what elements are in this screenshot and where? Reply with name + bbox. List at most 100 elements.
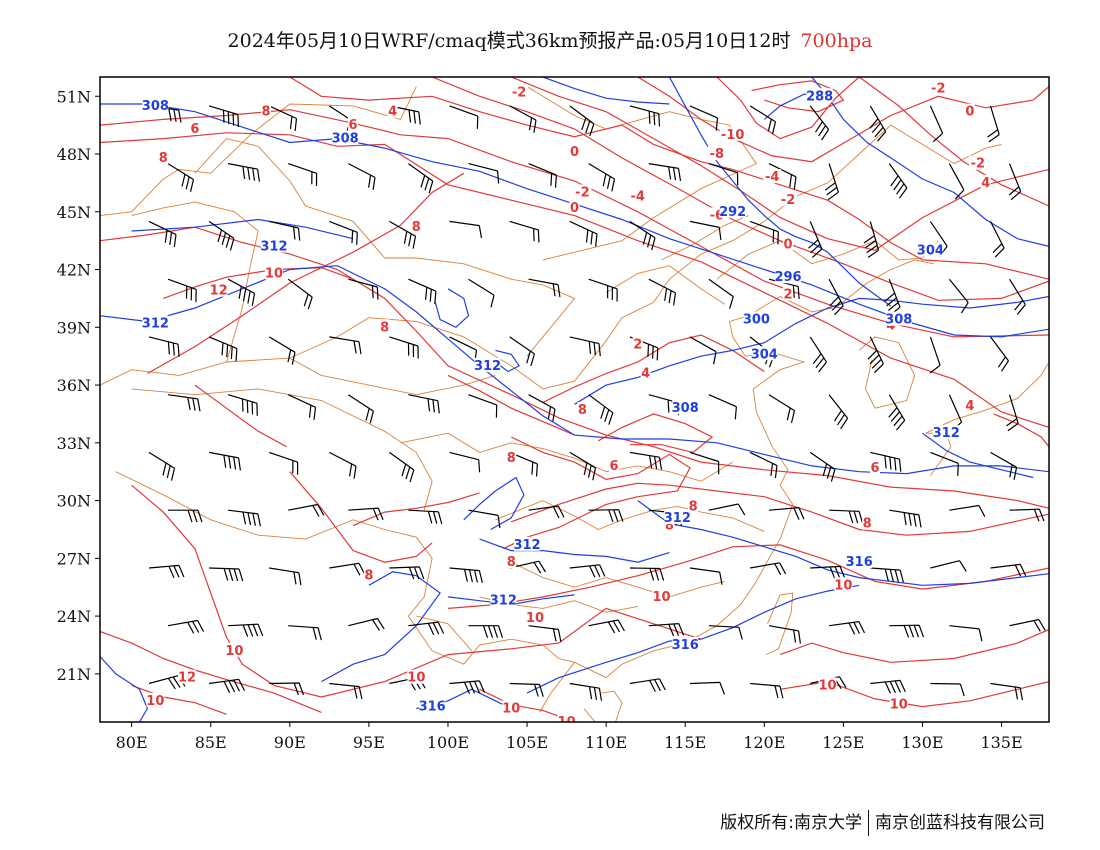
- temperature-label-bg: [177, 669, 196, 684]
- wind-barb: [809, 451, 836, 482]
- wind-barb: [828, 394, 849, 430]
- wind-barb: [948, 163, 965, 200]
- map-frame: [99, 76, 1050, 723]
- wind-barb: [749, 105, 777, 135]
- wind-barb: [389, 105, 421, 125]
- wind-barb: [208, 336, 238, 362]
- x-tick-label: 95E: [353, 733, 385, 752]
- wind-barb: [870, 451, 902, 472]
- temperature-label-bg: [707, 146, 726, 161]
- wind-barb: [408, 621, 445, 635]
- wind-barb: [689, 220, 722, 241]
- wind-barb: [288, 625, 322, 641]
- height-label: 304: [917, 243, 944, 258]
- temperature-label: 4: [981, 176, 990, 191]
- temperature-label-bg: [632, 336, 643, 351]
- boundary-line: [495, 500, 765, 532]
- province-boundaries: [100, 86, 1049, 722]
- wind-barb: [168, 509, 203, 523]
- temperature-label: 10: [265, 266, 283, 281]
- wind-barb: [990, 336, 1009, 372]
- wind-barb: [509, 220, 540, 243]
- wind-barb: [949, 504, 986, 517]
- temperature-label: 0: [570, 145, 579, 160]
- wind-barb: [990, 563, 1027, 577]
- temperature-label: 6: [349, 118, 358, 133]
- wind-barb: [227, 163, 260, 182]
- temperature-contour-line: [779, 629, 1049, 663]
- wind-barb: [750, 682, 784, 699]
- footer-divider: [868, 810, 869, 836]
- wind-barb: [228, 509, 261, 527]
- wind-barb: [569, 220, 598, 247]
- wind-barb: [408, 509, 443, 525]
- wind-barb: [348, 617, 385, 631]
- height-contour-line: [100, 265, 1049, 475]
- wind-barb: [889, 509, 922, 528]
- temperature-contour-line: [100, 630, 322, 713]
- wind-barb: [689, 451, 720, 475]
- temperature-label: 0: [784, 238, 793, 253]
- wind-barb: [268, 336, 296, 365]
- temperature-label: 12: [178, 671, 196, 686]
- temperature-contour-line: [131, 484, 702, 698]
- wind-barb: [689, 336, 717, 365]
- boundary-line: [583, 690, 623, 722]
- temperature-label: 4: [886, 318, 895, 333]
- wind-barb: [1006, 394, 1019, 432]
- wind-barb: [884, 278, 901, 316]
- wind-barb: [569, 105, 595, 137]
- wind-barb: [449, 220, 483, 239]
- temperature-label: -2: [512, 85, 526, 100]
- temperature-label-bg: [189, 120, 200, 135]
- height-label: 308: [142, 99, 169, 114]
- temperature-label-bg: [818, 677, 837, 692]
- temperature-label-bg: [569, 199, 580, 214]
- wind-barb: [629, 336, 659, 361]
- map-title-main: 2024年05月10日WRF/cmaq模式36km预报产品:05月10日12时: [227, 30, 791, 52]
- wind-barb: [468, 163, 500, 184]
- wind-barb: [148, 564, 185, 579]
- wind-barb: [528, 278, 561, 298]
- height-label: 296: [774, 270, 801, 285]
- wind-barb: [528, 163, 557, 188]
- temperature-contour-line: [194, 384, 287, 448]
- wind-barb: [329, 336, 362, 355]
- temperature-label: 10: [890, 698, 908, 713]
- temperature-label-bg: [964, 398, 975, 413]
- temperature-contour-line: [751, 80, 845, 113]
- wind-barb: [629, 451, 663, 470]
- temperature-label-bg: [348, 117, 359, 132]
- temperature-label-bg: [506, 554, 517, 569]
- wind-barb: [468, 394, 498, 418]
- x-tick-label: 125E: [822, 733, 864, 752]
- wind-barb: [287, 394, 317, 420]
- temperature-label: 4: [388, 105, 397, 120]
- wind-barb: [569, 682, 603, 701]
- wind-barb: [209, 567, 244, 582]
- height-label-bg: [672, 400, 699, 415]
- height-label: 316: [846, 555, 873, 570]
- wind-barb: [287, 278, 313, 310]
- wind-barb: [888, 394, 906, 431]
- temperature-contour-line: [858, 77, 1049, 207]
- temperature-label-bg: [379, 319, 390, 334]
- height-label-bg: [933, 425, 960, 440]
- wind-barb: [269, 567, 302, 586]
- boundary-line: [194, 138, 576, 357]
- wind-barb: [228, 623, 264, 637]
- wind-barb: [1008, 278, 1026, 315]
- wind-barb: [329, 682, 363, 700]
- boundary-line: [400, 432, 733, 482]
- wind-barb: [329, 562, 366, 576]
- temperature-label-bg: [209, 282, 228, 297]
- height-label-bg: [664, 509, 691, 524]
- height-label-bg: [142, 97, 169, 112]
- height-label-bg: [490, 592, 517, 607]
- wind-barb: [348, 278, 379, 300]
- temperature-contour-line: [163, 266, 354, 299]
- x-tick-label: 130E: [901, 733, 943, 752]
- y-tick-label: 51N: [57, 87, 91, 106]
- x-tick-label: 135E: [980, 733, 1022, 752]
- temperature-label-bg: [407, 669, 426, 684]
